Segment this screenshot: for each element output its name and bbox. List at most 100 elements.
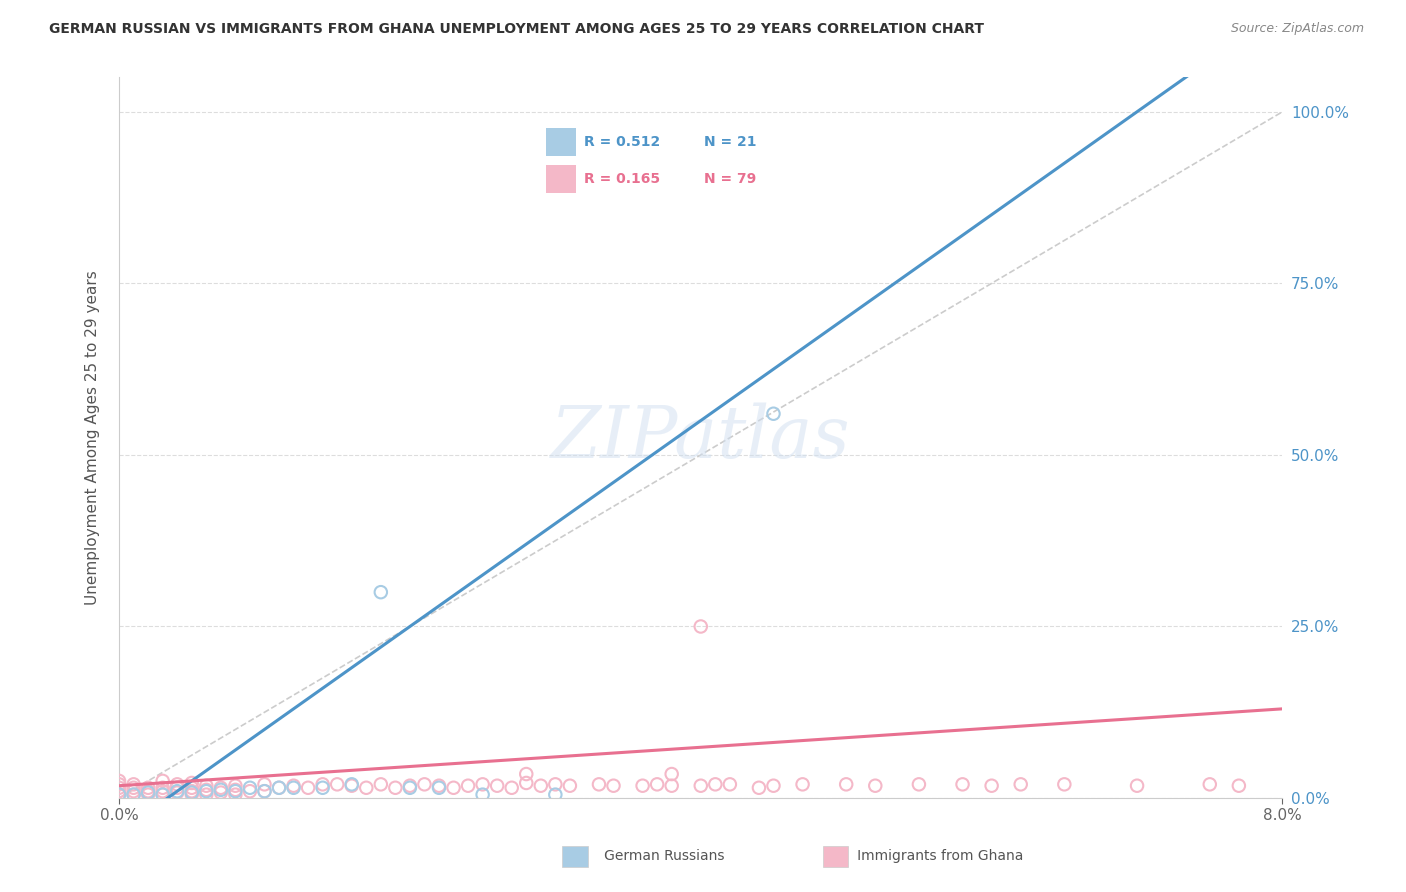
Point	[471, 788, 494, 802]
Point	[239, 784, 262, 798]
Point	[661, 767, 683, 781]
Point	[195, 788, 218, 802]
Point	[762, 407, 785, 421]
Point	[108, 780, 131, 795]
Point	[631, 779, 654, 793]
Point	[370, 585, 392, 599]
Point	[443, 780, 465, 795]
Point	[195, 782, 218, 797]
Text: Immigrants from Ghana: Immigrants from Ghana	[844, 849, 1024, 863]
Point	[427, 780, 450, 795]
Point	[1126, 779, 1149, 793]
Point	[136, 784, 159, 798]
Point	[865, 779, 887, 793]
Point	[792, 777, 814, 791]
Point	[166, 780, 188, 795]
Point	[602, 779, 624, 793]
Point	[297, 780, 319, 795]
Point	[1198, 777, 1220, 791]
Point	[267, 780, 290, 795]
Point	[1010, 777, 1032, 791]
Point	[486, 779, 509, 793]
Point	[908, 777, 931, 791]
Point	[136, 786, 159, 800]
Point	[239, 780, 262, 795]
Point	[195, 779, 218, 793]
Point	[195, 784, 218, 798]
Point	[311, 777, 333, 791]
Point	[1227, 779, 1250, 793]
Point	[108, 788, 131, 802]
Point	[748, 780, 770, 795]
Point	[152, 773, 174, 788]
Point	[180, 788, 202, 802]
Point	[166, 786, 188, 800]
Point	[689, 619, 711, 633]
Text: German Russians: German Russians	[591, 849, 724, 863]
Text: GERMAN RUSSIAN VS IMMIGRANTS FROM GHANA UNEMPLOYMENT AMONG AGES 25 TO 29 YEARS C: GERMAN RUSSIAN VS IMMIGRANTS FROM GHANA …	[49, 22, 984, 37]
Text: ZIPatlas: ZIPatlas	[551, 402, 851, 473]
Point	[209, 786, 232, 800]
Point	[1053, 777, 1076, 791]
Point	[122, 788, 145, 802]
Point	[704, 777, 727, 791]
Point	[152, 784, 174, 798]
Point	[340, 777, 363, 791]
Point	[457, 779, 479, 793]
Point	[501, 780, 523, 795]
Point	[108, 788, 131, 802]
Point	[166, 784, 188, 798]
Point	[253, 784, 276, 798]
Point	[661, 779, 683, 793]
Point	[180, 786, 202, 800]
Point	[253, 784, 276, 798]
Point	[209, 780, 232, 795]
Point	[588, 777, 610, 791]
Point	[166, 777, 188, 791]
Point	[515, 776, 537, 790]
Point	[558, 779, 581, 793]
Point	[180, 780, 202, 795]
Point	[108, 777, 131, 791]
Point	[370, 777, 392, 791]
Point	[356, 780, 378, 795]
Point	[399, 779, 422, 793]
Point	[152, 788, 174, 802]
Point	[952, 777, 974, 791]
Point	[122, 780, 145, 795]
Point	[980, 779, 1002, 793]
Point	[122, 777, 145, 791]
Point	[283, 780, 305, 795]
Point	[108, 784, 131, 798]
Point	[253, 777, 276, 791]
Point	[384, 780, 406, 795]
Point	[762, 779, 785, 793]
Point	[311, 780, 333, 795]
Text: Source: ZipAtlas.com: Source: ZipAtlas.com	[1230, 22, 1364, 36]
Point	[224, 788, 246, 802]
Point	[224, 779, 246, 793]
Point	[152, 788, 174, 802]
Point	[399, 780, 422, 795]
Point	[718, 777, 741, 791]
Point	[122, 788, 145, 802]
Point	[180, 776, 202, 790]
Point	[413, 777, 436, 791]
Point	[645, 777, 668, 791]
Point	[180, 784, 202, 798]
Point	[544, 788, 567, 802]
Point	[224, 784, 246, 798]
Point	[267, 780, 290, 795]
Point	[283, 779, 305, 793]
Point	[122, 784, 145, 798]
Point	[152, 780, 174, 795]
Point	[427, 779, 450, 793]
Point	[136, 780, 159, 795]
Point	[689, 779, 711, 793]
Point	[471, 777, 494, 791]
Point	[544, 777, 567, 791]
Point	[530, 779, 553, 793]
Point	[209, 782, 232, 797]
Point	[340, 779, 363, 793]
Point	[835, 777, 858, 791]
